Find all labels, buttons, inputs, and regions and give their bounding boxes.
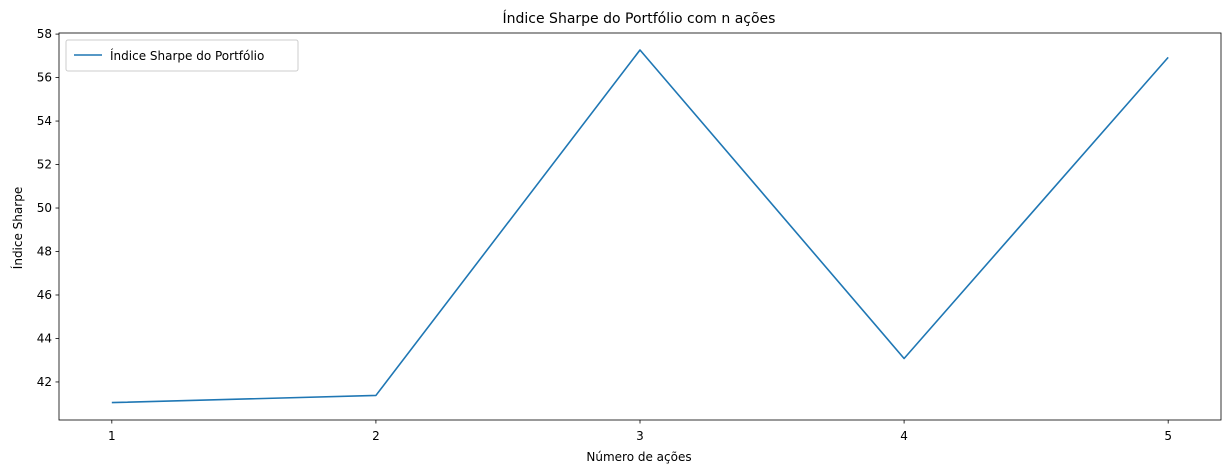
y-tick-label: 44 bbox=[37, 331, 52, 345]
x-axis-label: Número de ações bbox=[586, 450, 691, 464]
series-layer bbox=[111, 49, 1169, 404]
legend-box bbox=[65, 39, 299, 72]
x-axis-ticks: 1 2 3 4 5 bbox=[108, 420, 1172, 443]
y-tick-label: 46 bbox=[37, 288, 52, 302]
chart-title: Índice Sharpe do Portfólio com n ações bbox=[503, 10, 776, 27]
y-tick-label: 50 bbox=[37, 201, 52, 215]
y-tick-label: 52 bbox=[37, 158, 52, 172]
y-tick-label: 58 bbox=[37, 27, 52, 41]
x-tick-label: 5 bbox=[1164, 429, 1172, 443]
y-axis-ticks: 42 44 46 48 50 52 54 56 58 bbox=[37, 27, 59, 389]
y-tick-label: 42 bbox=[37, 375, 52, 389]
x-tick-label: 3 bbox=[636, 429, 644, 443]
legend-label: Índice Sharpe do Portfólio bbox=[110, 48, 264, 63]
x-tick-label: 2 bbox=[372, 429, 380, 443]
x-tick-label: 1 bbox=[108, 429, 116, 443]
legend: Índice Sharpe do Portfólio bbox=[65, 39, 299, 72]
y-tick-label: 56 bbox=[37, 71, 52, 85]
y-axis-label: Índice Sharpe bbox=[10, 187, 25, 269]
y-tick-label: 54 bbox=[37, 114, 52, 128]
y-tick-label: 48 bbox=[37, 245, 52, 259]
x-tick-label: 4 bbox=[900, 429, 908, 443]
